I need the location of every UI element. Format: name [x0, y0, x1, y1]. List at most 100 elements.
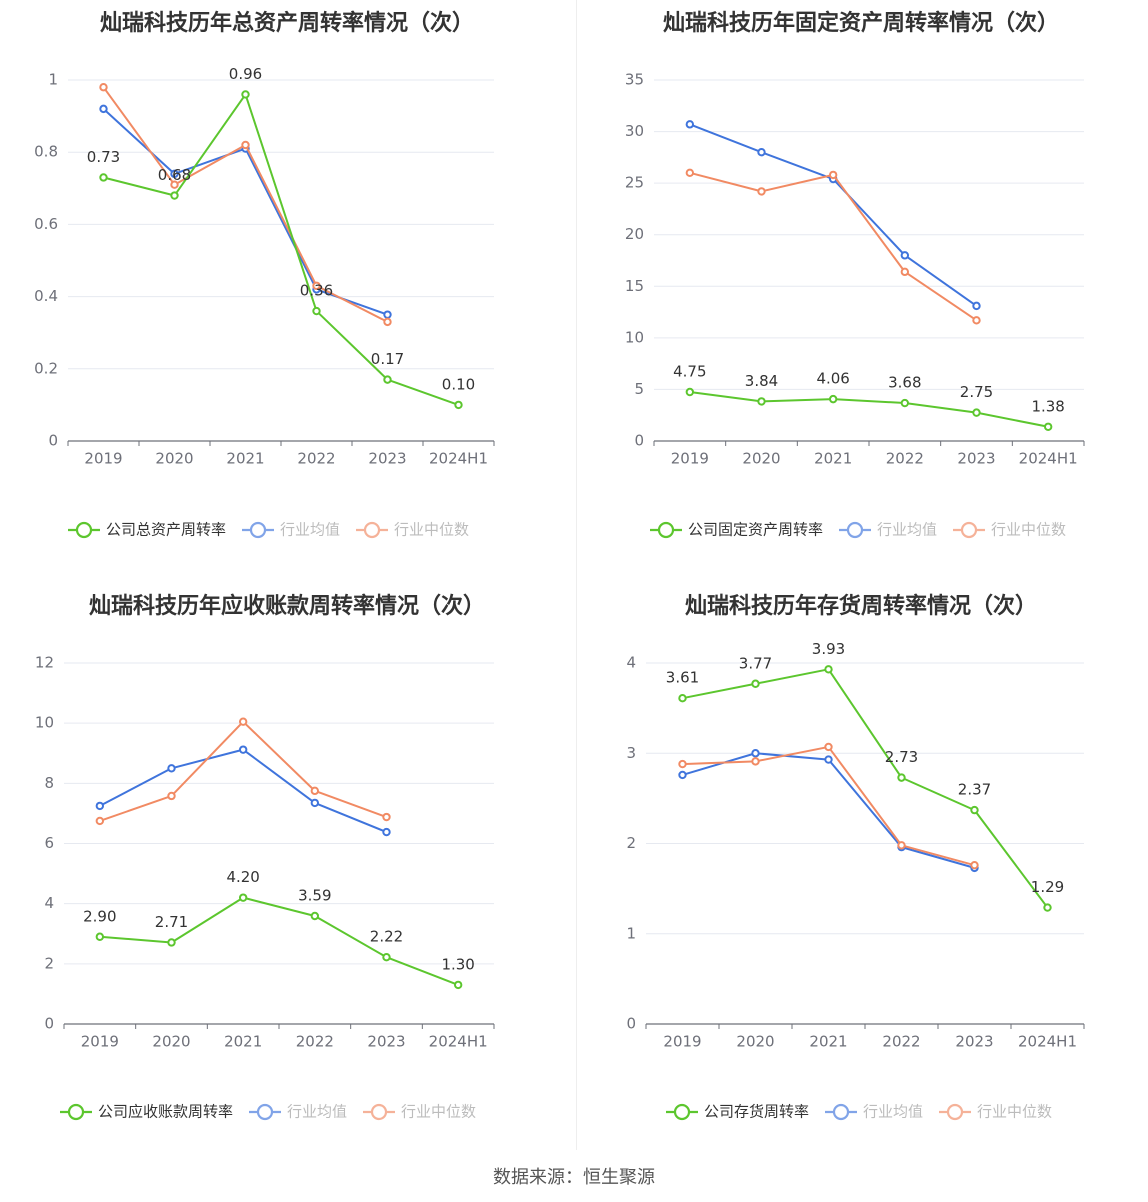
data-point-company-2020 [170, 191, 179, 200]
data-point-company-2019 [685, 387, 695, 397]
legend-item-avg[interactable]: 行业均值 [242, 521, 340, 539]
y-tick-label-15: 15 [625, 277, 644, 295]
legend-label-median: 行业中位数 [977, 1103, 1052, 1121]
chart-panel-inventory-turnover: 灿瑞科技历年存货周转率情况（次） 0 1 2 3 4 2019 2020 2021 2022 202… [574, 583, 1148, 1166]
legend-item-avg[interactable]: 行业均值 [249, 1103, 347, 1121]
legend-marker-company [67, 1103, 85, 1121]
series-line-median [102, 86, 388, 323]
legend-label-avg: 行业均值 [287, 1103, 347, 1121]
data-label-2019: 4.75 [673, 363, 706, 381]
data-point-median-2021 [824, 742, 833, 752]
legend-marker-company [673, 1103, 691, 1121]
x-tick-label-2021: 2021 [224, 1033, 262, 1051]
legend-label-avg: 行业均值 [863, 1103, 923, 1121]
y-tick-label-30: 30 [625, 122, 644, 140]
data-point-avg-2022 [310, 798, 320, 808]
data-point-company-2024h1 [454, 400, 463, 410]
x-tick-label-2024h1: 2024H1 [1019, 450, 1078, 468]
data-point-median-2020 [167, 791, 176, 801]
chart-title: 灿瑞科技历年固定资产周转率情况（次） [663, 10, 1059, 36]
data-label-2021: 4.20 [226, 868, 259, 886]
y-tick-label-0.6: 0.6 [34, 215, 58, 233]
data-label-2020: 0.68 [158, 166, 191, 184]
legend-item-median[interactable]: 行业中位数 [356, 521, 469, 539]
legend-marker-avg [249, 521, 267, 539]
legend-item-company[interactable]: 公司应收账款周转率 [60, 1103, 233, 1121]
x-tick-label-2022: 2022 [296, 1033, 334, 1051]
chart-total-asset-turnover: 灿瑞科技历年总资产周转率情况（次） 0 0.2 0.4 0.6 0.8 1 2019 2020 2… [34, 10, 495, 539]
legend-item-company[interactable]: 公司存货周转率 [666, 1103, 809, 1121]
legend-marker-avg [256, 1103, 274, 1121]
data-point-company-2022 [310, 911, 320, 921]
x-tick-label-2020: 2020 [742, 450, 780, 468]
legend-label-median: 行业中位数 [401, 1103, 476, 1121]
chart-title: 灿瑞科技历年应收账款周转率情况（次） [89, 593, 485, 619]
data-label-2022: 2.73 [885, 748, 918, 766]
data-point-median-2022 [897, 841, 906, 850]
legend-item-company[interactable]: 公司固定资产周转率 [650, 521, 823, 539]
data-label-2024h1: 1.38 [1031, 397, 1064, 415]
y-tick-label-0.4: 0.4 [34, 287, 58, 305]
data-point-company-2022 [897, 773, 906, 782]
data-point-median-2021 [828, 170, 838, 180]
legend-marker-median [363, 521, 381, 539]
chart-inventory-turnover: 灿瑞科技历年存货周转率情况（次） 0 1 2 3 4 2019 2020 2021 2022 202… [626, 593, 1085, 1121]
y-tick-label-0: 0 [48, 432, 58, 450]
data-point-avg-2020 [170, 169, 179, 179]
data-point-median-2019 [99, 83, 108, 92]
legend-item-median[interactable]: 行业中位数 [939, 1103, 1052, 1121]
y-tick-label-2: 2 [626, 834, 636, 852]
data-point-company-2020 [757, 397, 766, 406]
y-tick-label-20: 20 [625, 225, 644, 243]
data-point-company-2020 [751, 679, 760, 688]
y-tick-label-10: 10 [625, 328, 644, 346]
data-point-company-2021 [238, 893, 248, 902]
legend-item-company[interactable]: 公司总资产周转率 [68, 521, 226, 539]
y-tick-label-0: 0 [634, 432, 644, 450]
data-label-2021: 4.06 [816, 370, 849, 388]
legend-item-avg[interactable]: 行业均值 [825, 1103, 923, 1121]
data-label-2022: 3.59 [298, 887, 331, 905]
data-label-2019: 2.90 [83, 907, 116, 925]
y-tick-label-3: 3 [626, 744, 636, 762]
legend-marker-avg [846, 521, 864, 539]
data-point-avg-2019 [678, 770, 687, 780]
data-point-avg-2019 [95, 801, 105, 811]
data-label-2023: 2.75 [960, 383, 993, 401]
data-point-company-2023 [970, 805, 979, 815]
data-point-company-2021 [828, 394, 838, 404]
data-point-company-2019 [678, 693, 687, 703]
data-label-2020: 2.71 [155, 913, 188, 931]
data-point-company-2021 [241, 90, 250, 99]
series-line-avg [682, 752, 975, 869]
x-tick-label-2022: 2022 [297, 450, 335, 468]
data-point-avg-2021 [824, 755, 833, 764]
data-point-avg-2021 [238, 745, 248, 754]
data-point-company-2024h1 [453, 980, 463, 990]
data-label-2024h1: 1.30 [441, 955, 474, 973]
data-label-2020: 3.77 [739, 654, 772, 672]
series-line-company [682, 668, 1049, 909]
data-label-2020: 3.84 [745, 372, 778, 390]
data-point-median-2019 [95, 816, 105, 826]
x-tick-label-2019: 2019 [671, 450, 709, 468]
data-point-median-2020 [757, 187, 766, 196]
legend-marker-median [370, 1103, 388, 1121]
chart-panel-fixed-asset-turnover: 灿瑞科技历年固定资产周转率情况（次） 0 5 10 15 20 25 30 35 2019 2020… [574, 0, 1148, 583]
data-label-2024h1: 1.29 [1031, 878, 1064, 896]
series-line-company [99, 896, 459, 986]
x-tick-label-2024h1: 2024H1 [1018, 1033, 1077, 1051]
legend-item-median[interactable]: 行业中位数 [363, 1103, 476, 1121]
x-tick-label-2019: 2019 [84, 450, 122, 468]
y-tick-label-0.2: 0.2 [34, 359, 58, 377]
data-point-company-2022 [900, 398, 910, 408]
data-point-avg-2019 [99, 104, 108, 114]
legend-marker-avg [832, 1103, 850, 1121]
x-tick-label-2023: 2023 [367, 1033, 405, 1051]
legend-item-median[interactable]: 行业中位数 [953, 521, 1066, 539]
data-point-median-2021 [241, 140, 250, 150]
legend-marker-median [946, 1103, 964, 1121]
legend-item-avg[interactable]: 行业均值 [839, 521, 937, 539]
data-point-median-2023 [970, 860, 979, 870]
data-point-avg-2020 [751, 749, 760, 758]
